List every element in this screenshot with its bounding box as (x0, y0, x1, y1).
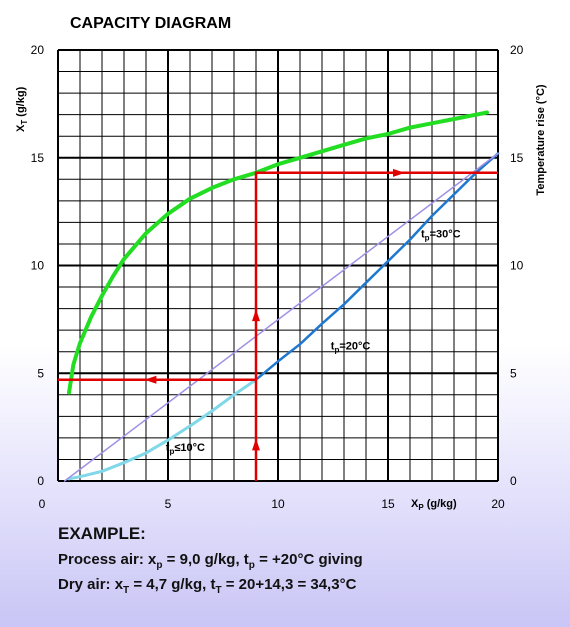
arrow-up-icon (252, 309, 260, 322)
y-tick-label-left: 15 (31, 151, 45, 165)
y-tick-label-right: 0 (510, 474, 517, 488)
example-heading: EXAMPLE: (58, 524, 146, 543)
temperature-rise-curve (67, 110, 489, 395)
x-tick-label: 20 (491, 497, 505, 510)
y-tick-label-left: 5 (37, 366, 44, 380)
curve-annotation: tp=30°C (421, 228, 461, 242)
reference-diagonal-line (63, 152, 499, 482)
example-line-2: Dry air: xT = 4,7 g/kg, tT = 20+14,3 = 3… (58, 576, 357, 596)
arrow-left-icon (144, 375, 157, 384)
x-axis-label: XP (g/kg) (411, 498, 457, 510)
y-tick-label-right: 10 (510, 259, 524, 273)
y-tick-label-left: 10 (31, 259, 45, 273)
y-tick-label-right: 5 (510, 366, 517, 380)
curve-annotation: tp=20°C (331, 341, 371, 355)
example-line-1: Process air: xp = 9,0 g/kg, tp = +20°C g… (58, 551, 363, 571)
y-tick-label-left: 20 (31, 43, 45, 57)
y-tick-label-right: 20 (510, 43, 524, 57)
y-axis-label-right: Temperature rise (°C) (535, 84, 547, 196)
x-tick-label: 15 (381, 497, 395, 510)
y-tick-label-left: 0 (37, 474, 44, 488)
arrow-right-icon (393, 168, 405, 177)
x-tick-label: 0 (39, 497, 46, 510)
curve-annotation: tp≤10°C (166, 442, 205, 456)
dry-air-curve-highlight (67, 378, 258, 481)
capacity-chart: CAPACITY DIAGRAM 0 5 10 15 20 0 5 10 15 20 0 5 10 15 20… (15, 15, 547, 510)
y-tick-label-right: 15 (510, 151, 524, 165)
example-block: EXAMPLE: Process air: xp = 9,0 g/kg, tp … (58, 524, 363, 600)
chart-title: CAPACITY DIAGRAM (70, 15, 231, 32)
arrow-up-icon (252, 438, 260, 451)
y-axis-label-left: XT (g/kg) (15, 86, 29, 132)
example-path-line (58, 171, 498, 481)
x-tick-label: 10 (271, 497, 285, 510)
x-tick-label: 5 (165, 497, 172, 510)
